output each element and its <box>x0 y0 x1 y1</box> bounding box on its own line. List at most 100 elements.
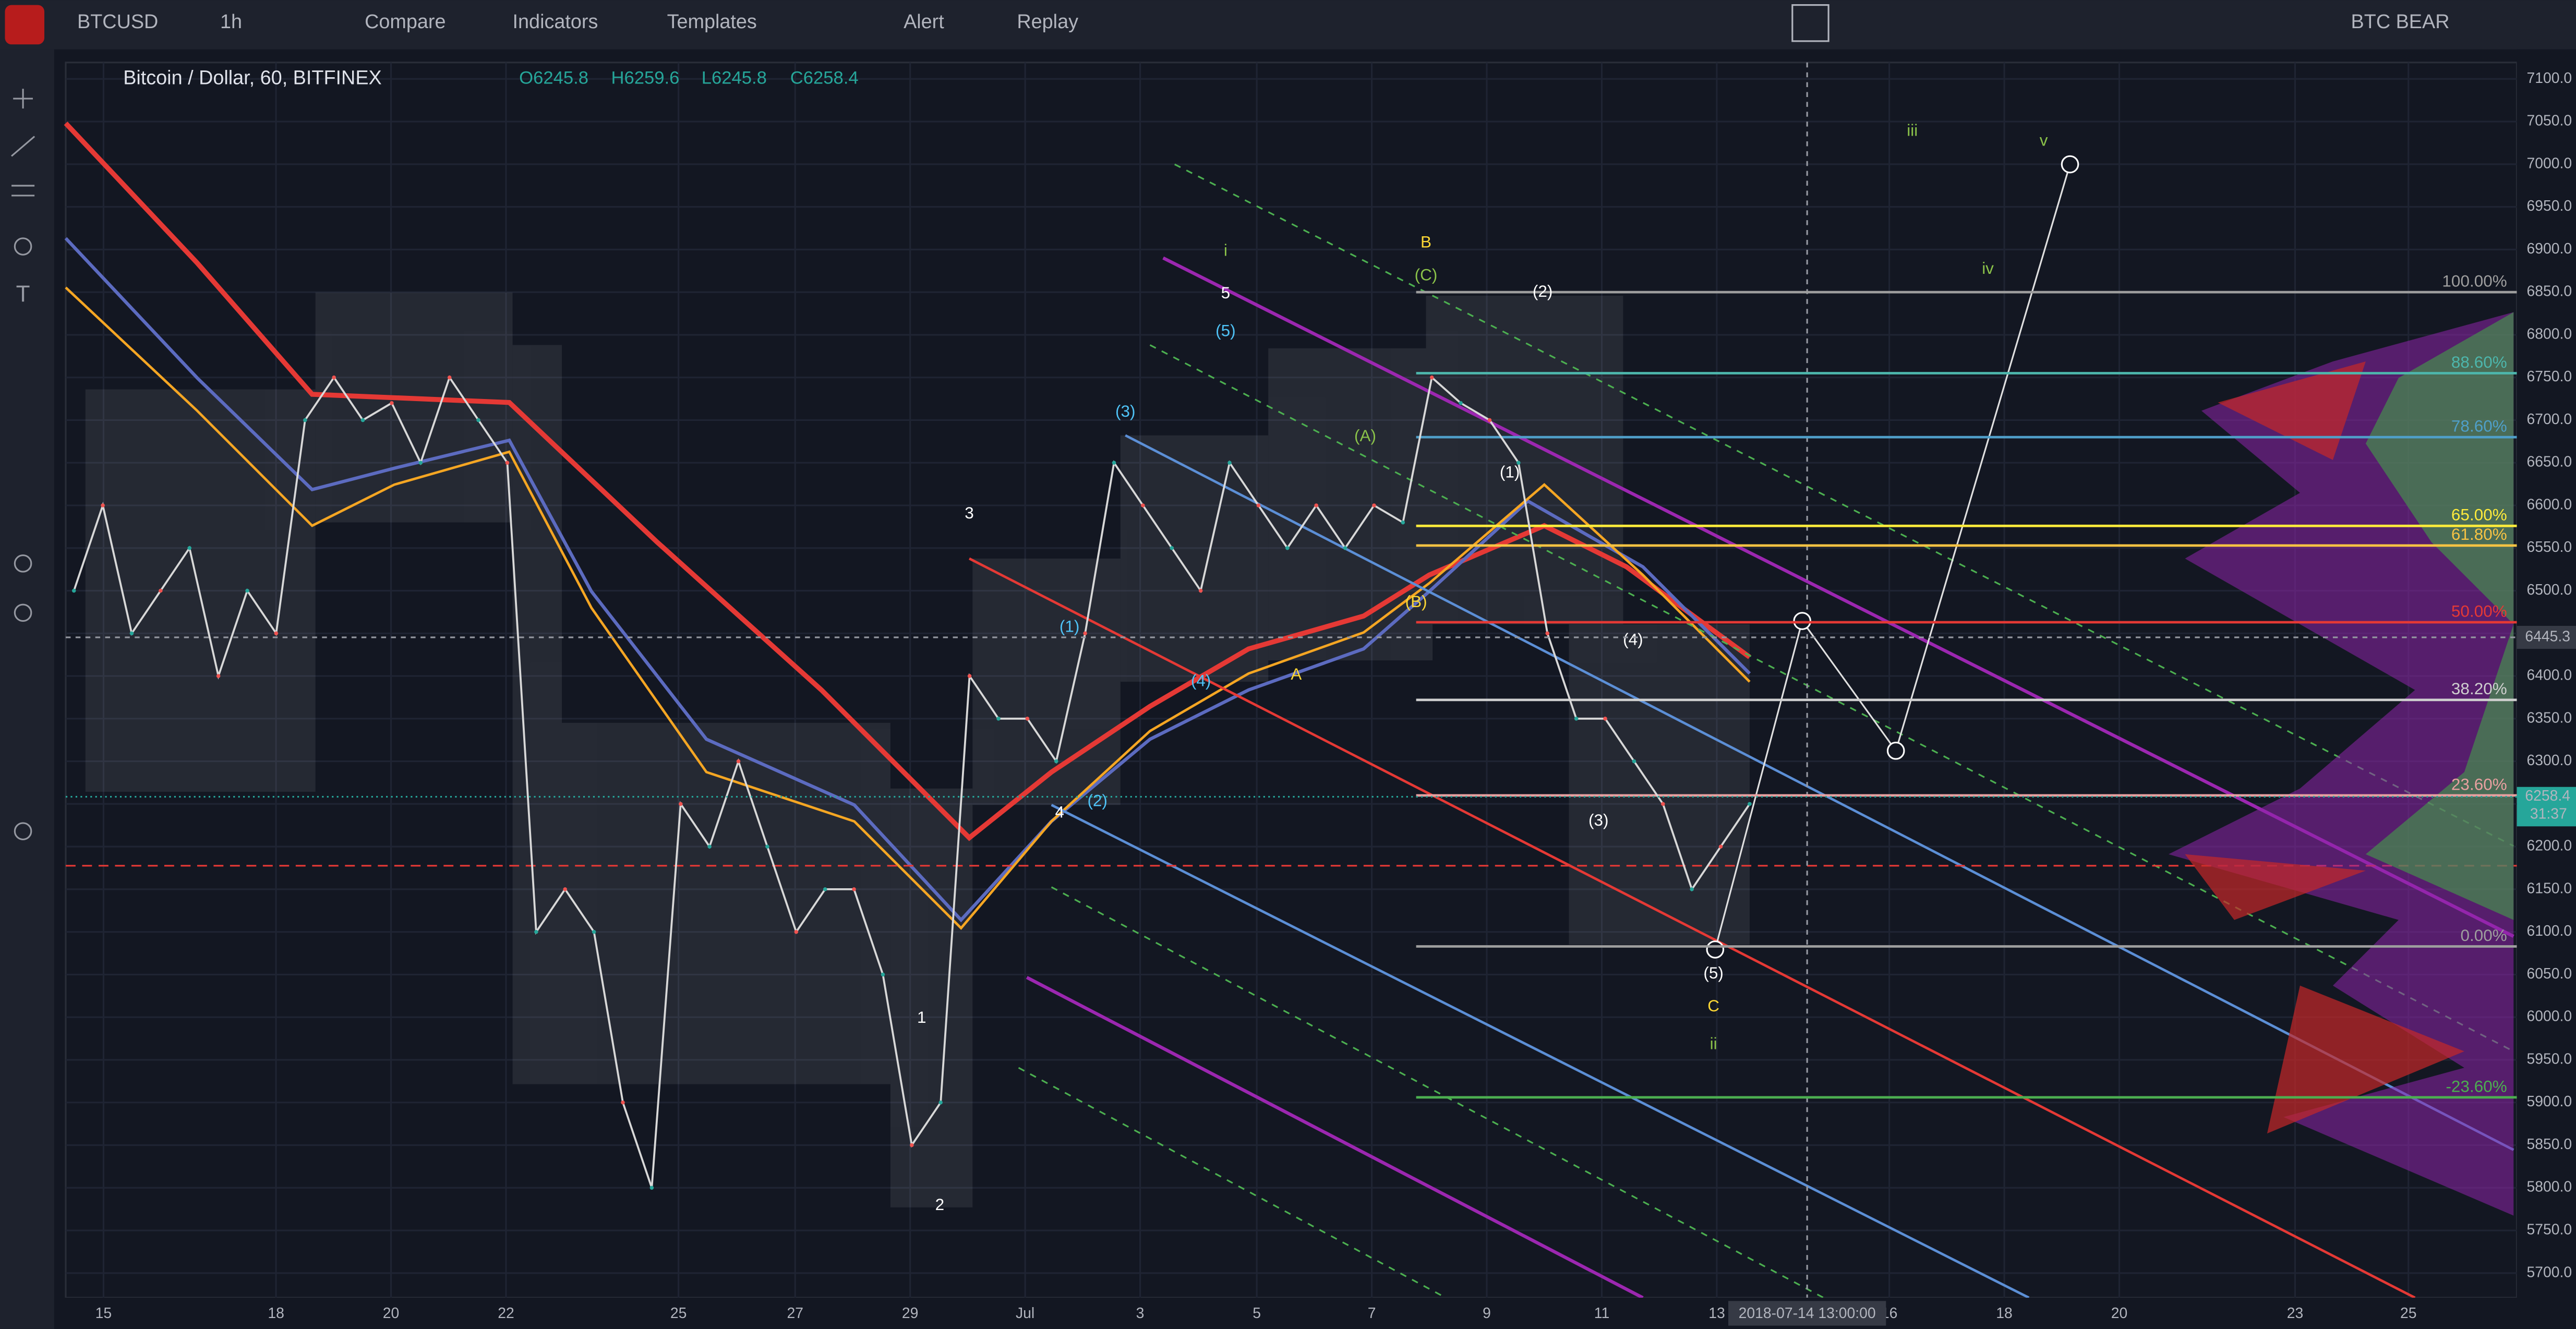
price-point <box>360 418 365 422</box>
wave-label: i <box>1224 240 1227 259</box>
price-point <box>1690 887 1694 891</box>
fib-label: 88.60% <box>2451 353 2507 371</box>
chart-pane[interactable] <box>65 62 2518 1299</box>
symbol[interactable]: BTCUSD <box>77 11 158 33</box>
last-price: 6258.4 <box>2525 788 2570 804</box>
trend-lines <box>65 62 2517 1299</box>
alert-button[interactable]: Alert <box>904 11 944 33</box>
price-tick-label: 6550.0 <box>2527 539 2572 555</box>
date-tick-label: 27 <box>787 1305 803 1322</box>
legend-low: L6245.8 <box>702 68 767 88</box>
wave-label: 3 <box>965 503 974 522</box>
drawing-tools[interactable]: T <box>11 89 35 840</box>
wave-label: (5) <box>1215 321 1235 340</box>
price-point <box>881 972 885 977</box>
price-tick-label: 6300.0 <box>2527 752 2572 769</box>
crosshair-date-box <box>1728 1301 1886 1326</box>
price-point <box>996 717 1001 721</box>
indicators-button[interactable]: Indicators <box>513 11 598 33</box>
date-tick-label: Jul <box>1016 1305 1034 1322</box>
date-tick-label: 5 <box>1253 1305 1261 1322</box>
price-tick-label: 7100.0 <box>2527 70 2572 87</box>
wave-label: (4) <box>1623 630 1643 649</box>
price-point <box>794 929 799 934</box>
price-point <box>1285 546 1290 550</box>
price-point <box>71 588 76 593</box>
date-tick-label: 15 <box>95 1305 112 1322</box>
price-point <box>967 674 972 678</box>
wave-labels: iii v iv i ii B (C) C 5 (5) (3) 3 (1) 4 … <box>917 120 2048 1214</box>
wave-label: (2) <box>1087 791 1107 810</box>
toolbar-icon[interactable] <box>1791 4 1829 42</box>
price-tick-label: 5700.0 <box>2527 1264 2572 1280</box>
price-point <box>563 887 568 891</box>
price-tick-label: 5950.0 <box>2527 1050 2572 1067</box>
price-point <box>1198 588 1203 593</box>
price-axis[interactable] <box>2517 49 2576 1329</box>
price-tick-label: 6650.0 <box>2527 454 2572 470</box>
date-tick-label: 29 <box>902 1305 919 1322</box>
legend-close: C6258.4 <box>790 68 859 88</box>
date-tick-label: 20 <box>2111 1305 2128 1322</box>
fib-label: 65.00% <box>2451 505 2507 524</box>
price-point <box>1112 461 1116 465</box>
moving-average <box>65 286 1751 930</box>
price-point <box>823 887 827 891</box>
date-tick-label: 7 <box>1368 1305 1376 1322</box>
fib-label: 0.00% <box>2460 926 2507 945</box>
price-point <box>1025 717 1030 721</box>
price-point <box>129 631 134 636</box>
avatar[interactable] <box>5 5 45 45</box>
price-point <box>1459 401 1463 405</box>
wave-label: iii <box>1907 120 1918 139</box>
price-tick-label: 6400.0 <box>2527 667 2572 684</box>
price-tick-label: 6350.0 <box>2527 709 2572 726</box>
wave-label: (C) <box>1415 265 1438 284</box>
price-point <box>1545 631 1550 636</box>
price-tick-label: 6050.0 <box>2527 965 2572 982</box>
wave-label: (5) <box>1703 963 1723 982</box>
price-point <box>649 1186 654 1190</box>
price-point <box>245 588 249 593</box>
time-axis[interactable] <box>54 1298 2517 1329</box>
fib-label: 100.00% <box>2442 272 2507 291</box>
left-toolbar <box>0 49 54 1329</box>
price-tick-label: 6200.0 <box>2527 838 2572 854</box>
price-point <box>476 418 480 422</box>
price-point <box>1632 759 1636 764</box>
wave-label: (B) <box>1405 592 1427 611</box>
interval[interactable]: 1h <box>220 11 242 33</box>
price-point <box>534 929 538 934</box>
fib-label: 50.00% <box>2451 601 2507 620</box>
legend-title[interactable]: Bitcoin / Dollar, 60, BITFINEX <box>123 67 382 89</box>
price-point <box>1574 717 1579 721</box>
price-point <box>447 375 452 380</box>
date-tick-label: 18 <box>1996 1305 2013 1322</box>
price-tick-label: 6700.0 <box>2527 411 2572 428</box>
wave-label: A <box>1291 664 1302 683</box>
crosshair-price: 6445.3 <box>2525 628 2570 645</box>
compare-button[interactable]: Compare <box>365 11 446 33</box>
price-point <box>1603 717 1607 721</box>
layout-name[interactable]: BTC BEAR <box>2351 11 2450 33</box>
price-tick-label: 5900.0 <box>2527 1093 2572 1110</box>
price-point <box>852 887 856 891</box>
wave-label: 5 <box>1221 283 1231 302</box>
top-toolbar <box>0 0 2576 50</box>
date-tick-label: 22 <box>498 1305 514 1322</box>
price-tick-label: 6000.0 <box>2527 1008 2572 1025</box>
moving-average <box>64 122 1751 841</box>
wave-label: B <box>1421 233 1431 251</box>
price-point <box>910 1143 914 1147</box>
replay-button[interactable]: Replay <box>1017 11 1078 33</box>
templates-button[interactable]: Templates <box>667 11 757 33</box>
price-point <box>505 461 510 465</box>
price-point <box>101 503 105 508</box>
wave-label: (4) <box>1191 671 1211 690</box>
price-tick-label: 6500.0 <box>2527 582 2572 598</box>
date-tick-label: 9 <box>1483 1305 1491 1322</box>
fib-label: 61.80% <box>2451 525 2507 543</box>
wave-label: (3) <box>1588 811 1608 829</box>
wave-label: 2 <box>935 1195 945 1214</box>
